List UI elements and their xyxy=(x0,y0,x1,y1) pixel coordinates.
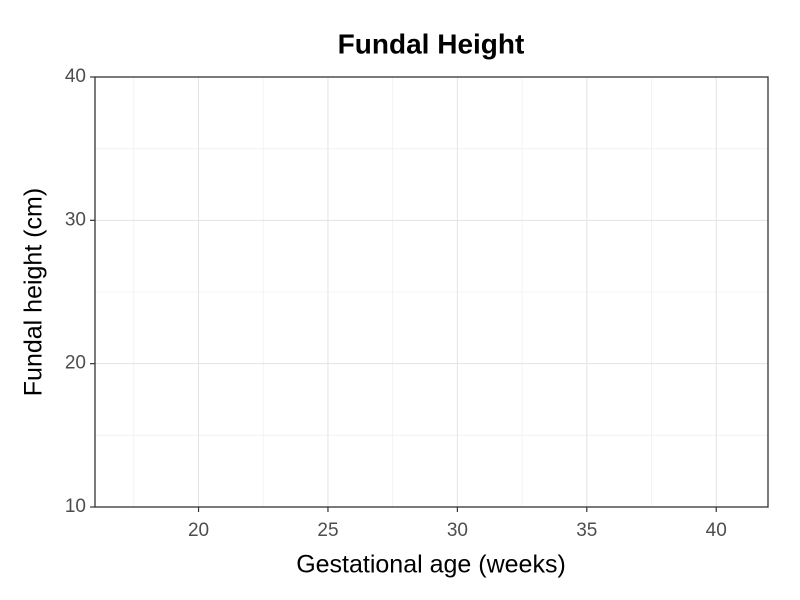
x-tick-label: 35 xyxy=(576,520,597,541)
y-tick-label: 10 xyxy=(65,496,86,517)
y-tick-label: 30 xyxy=(65,209,86,230)
x-tick-label: 30 xyxy=(447,520,468,541)
x-axis-title: Gestational age (weeks) xyxy=(296,551,566,579)
x-tick-label: 40 xyxy=(706,520,727,541)
y-axis-title: Fundal height (cm) xyxy=(20,188,48,396)
y-tick-label: 40 xyxy=(65,66,86,87)
grid xyxy=(95,76,768,508)
y-tick-label: 20 xyxy=(65,353,86,374)
x-tick-label: 20 xyxy=(188,520,209,541)
x-tick-label: 25 xyxy=(317,520,338,541)
panel-border xyxy=(94,76,769,508)
chart-title: Fundal Height xyxy=(338,28,525,59)
